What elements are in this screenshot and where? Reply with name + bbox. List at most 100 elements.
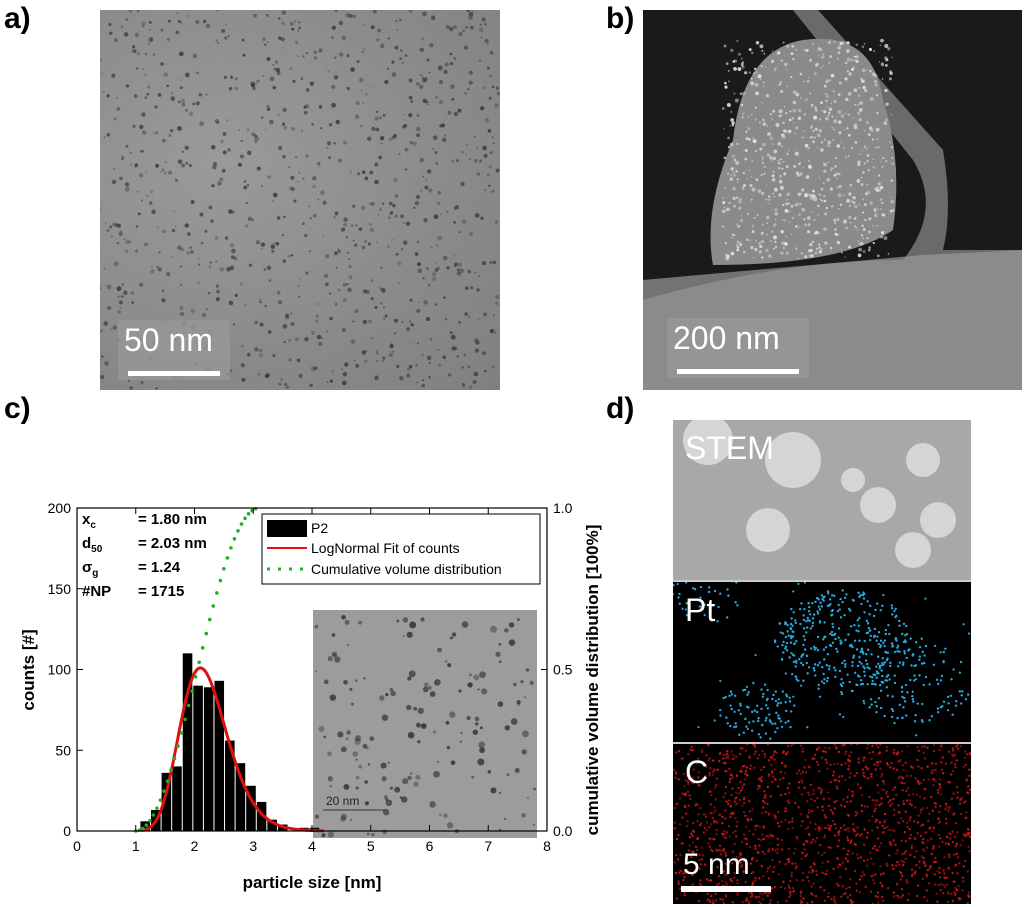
y2-axis-label: cumulative volume distribution [100%]: [583, 525, 602, 836]
eds-mapping-panel: STEM Pt C 5 nm: [673, 420, 971, 904]
y-tick-label: 100: [48, 662, 72, 678]
legend-label: LogNormal Fit of counts: [311, 540, 460, 556]
x-axis-label: particle size [nm]: [243, 873, 382, 892]
y2-tick-label: 1.0: [553, 500, 573, 516]
annotation-value: = 2.03 nm: [138, 535, 207, 552]
legend-label: Cumulative volume distribution: [311, 561, 502, 577]
x-tick-label: 5: [367, 838, 375, 854]
histogram-bar: [246, 785, 256, 831]
x-tick-label: 2: [191, 838, 199, 854]
pt-label: Pt: [685, 592, 716, 628]
cumulative-point: [169, 768, 173, 772]
histogram-bar: [203, 687, 214, 831]
panel-label-b: b): [606, 2, 635, 35]
cumulative-point: [155, 806, 159, 810]
cumulative-point: [141, 826, 145, 831]
cumulative-point: [253, 506, 258, 511]
cumulative-point: [207, 617, 212, 622]
y-tick-label: 150: [48, 581, 72, 597]
x-tick-label: 7: [484, 838, 492, 854]
c-label: C: [685, 754, 709, 790]
histogram-bar: [267, 819, 277, 831]
x-tick-label: 1: [132, 838, 140, 854]
stem-label: STEM: [685, 430, 774, 466]
cumulative-point: [229, 546, 233, 550]
y-axis-label: counts [#]: [19, 629, 38, 710]
panel-label-c: c): [4, 392, 31, 425]
pt-map: Pt: [673, 582, 971, 744]
cumulative-point: [151, 813, 156, 817]
histogram-bar: [225, 740, 235, 831]
panel-label-d: d): [606, 392, 635, 425]
panel-label-a: a): [4, 2, 31, 35]
annotation-label: #NP: [82, 583, 111, 600]
scale-bar-label: 200 nm: [673, 320, 780, 356]
inset-scale-bar-label: 20 nm: [326, 794, 359, 808]
nanoparticle-texture: [100, 10, 500, 390]
annotation-label: xc: [82, 511, 96, 531]
lognormal-fit-line: [141, 666, 324, 833]
pt-signal: [673, 582, 971, 740]
legend: P2 LogNormal Fit of counts Cumulative vo…: [261, 513, 541, 585]
cumulative-point: [144, 823, 149, 827]
x-tick-label: 3: [249, 838, 257, 854]
cumulative-point: [211, 604, 216, 608]
histogram-bar: [193, 685, 203, 831]
cumulative-point: [190, 689, 194, 693]
cumulative-point: [222, 567, 226, 571]
histogram-bar: [172, 766, 182, 831]
scale-bar-d: [681, 886, 771, 892]
stem-map: STEM: [673, 420, 971, 582]
annotation-label: d50: [82, 535, 103, 555]
x-tick-label: 0: [73, 838, 81, 854]
cumulative-point: [148, 818, 152, 823]
cumulative-point: [193, 674, 198, 679]
x-tick-label: 4: [308, 838, 316, 854]
histogram-bar: [161, 772, 172, 831]
cumulative-point: [225, 556, 230, 560]
y2-tick-label: 0.0: [553, 823, 573, 839]
y2-tick-label: 0.5: [553, 662, 573, 678]
x-tick-label: 8: [543, 838, 551, 854]
cumulative-point: [218, 578, 223, 583]
annotation-label: σg: [82, 559, 98, 579]
histogram-bar: [256, 801, 267, 831]
cumulative-point: [197, 660, 201, 665]
cumulative-point: [179, 731, 184, 735]
scale-bar-label: 50 nm: [124, 322, 213, 358]
cumulative-point: [236, 529, 240, 533]
cumulative-point: [215, 591, 219, 595]
cumulative-point: [137, 828, 142, 833]
annotation-value: = 1715: [138, 583, 184, 600]
cumulative-point: [165, 779, 170, 783]
tem-micrograph: 50 nm: [100, 10, 500, 390]
y-tick-label: 50: [55, 742, 71, 758]
cumulative-point: [176, 744, 180, 748]
cumulative-point: [172, 756, 177, 761]
scale-bar-label: 5 nm: [683, 848, 750, 881]
cumulative-point: [200, 646, 205, 650]
cumulative-point: [162, 789, 166, 793]
inset-tem-image: 20 nm: [313, 610, 537, 838]
histogram-bar: [182, 653, 193, 831]
particle-size-histogram: 20 nm 0 1 2 3 4 5 6 7 8 0 50 100 150 200 0.0 0.5 1.0 xc =…: [19, 500, 602, 892]
haadf-stem-micrograph: 200 nm: [643, 10, 1022, 390]
histogram-bar: [235, 763, 246, 831]
scale-bar-a: 50 nm: [118, 320, 230, 380]
histogram-bar: [214, 680, 225, 831]
legend-swatch-bars: [267, 520, 307, 537]
c-signal: [673, 744, 971, 904]
particle-aggregate-image: [643, 10, 1022, 390]
cumulative-point: [183, 717, 187, 722]
x-tick-label: 6: [426, 838, 434, 854]
annotation-value: = 1.24: [138, 559, 181, 576]
legend-label: P2: [311, 520, 328, 536]
cumulative-point: [243, 516, 247, 521]
c-map: C 5 nm: [673, 744, 971, 904]
annotation-value: = 1.80 nm: [138, 511, 207, 528]
cumulative-point: [158, 798, 163, 802]
cumulative-point: [232, 537, 237, 541]
y-tick-label: 200: [48, 500, 72, 516]
cumulative-point: [204, 631, 209, 636]
scale-bar-b: 200 nm: [667, 318, 809, 378]
